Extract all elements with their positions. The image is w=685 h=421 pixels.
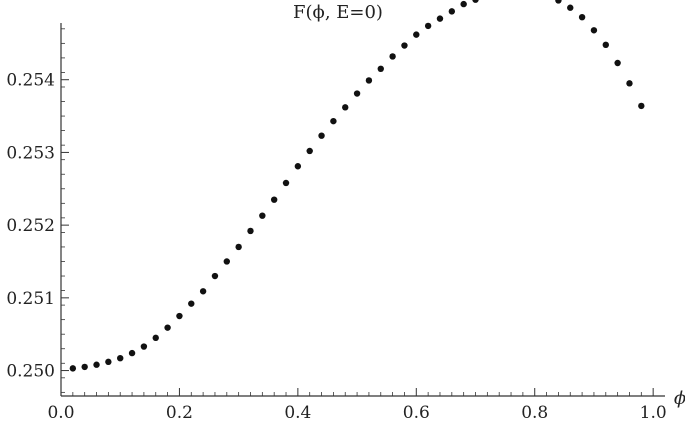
data-point: [638, 102, 645, 110]
data-point: [105, 358, 112, 366]
data-point: [602, 41, 609, 49]
x-tick-label: 1.0: [640, 403, 667, 421]
data-point: [626, 80, 633, 87]
data-point: [365, 77, 373, 84]
data-point: [472, 0, 479, 3]
x-tick-label: 0.0: [47, 403, 74, 421]
data-point: [614, 59, 621, 67]
x-tick-label: 0.2: [166, 403, 193, 421]
axes: [60, 23, 665, 397]
data-point: [188, 300, 195, 307]
x-tick-label: 0.8: [521, 403, 548, 421]
data-point: [460, 0, 467, 8]
x-tick-label: 0.6: [403, 403, 430, 421]
data-point: [436, 15, 444, 22]
data-point: [294, 163, 302, 170]
y-tick-label: 0.252: [6, 216, 55, 236]
data-point: [211, 272, 219, 280]
data-point: [270, 196, 278, 203]
chart-title: F(ϕ, E=0): [293, 2, 383, 23]
data-point: [282, 179, 290, 187]
data-point: [342, 104, 349, 111]
data-point: [69, 365, 77, 372]
data-point: [555, 0, 562, 4]
data-point: [448, 8, 456, 15]
data-point: [590, 27, 598, 34]
data-point: [578, 13, 586, 21]
data-point: [93, 361, 100, 368]
data-point: [389, 53, 396, 60]
data-points: [69, 0, 645, 372]
y-tick-label: 0.250: [6, 362, 55, 382]
data-point: [176, 312, 183, 320]
data-point: [306, 147, 313, 155]
data-point: [117, 354, 124, 362]
data-point: [235, 243, 242, 251]
data-point: [164, 324, 171, 331]
data-point: [223, 258, 231, 265]
data-point: [401, 42, 408, 49]
data-point: [259, 212, 266, 219]
data-point: [353, 90, 361, 97]
data-point: [567, 4, 574, 11]
data-point: [330, 117, 337, 125]
y-tick-label: 0.254: [6, 71, 55, 91]
data-point: [199, 288, 207, 295]
data-point: [318, 132, 325, 139]
data-point: [424, 22, 432, 30]
data-point: [413, 31, 420, 38]
data-point: [128, 349, 136, 357]
x-tick-label: 0.4: [284, 403, 311, 421]
data-point: [152, 334, 159, 342]
data-point: [81, 363, 88, 371]
data-point: [140, 343, 148, 350]
ticks: 0.0 0.2 0.4 0.6 0.8 1.0 0.250 0.251 0.252 0.253 0.…: [6, 28, 667, 421]
y-tick-label: 0.253: [6, 143, 55, 163]
data-point: [247, 227, 254, 235]
x-axis-label: ϕ: [674, 388, 685, 409]
y-tick-label: 0.251: [6, 289, 55, 309]
data-point: [377, 65, 384, 73]
